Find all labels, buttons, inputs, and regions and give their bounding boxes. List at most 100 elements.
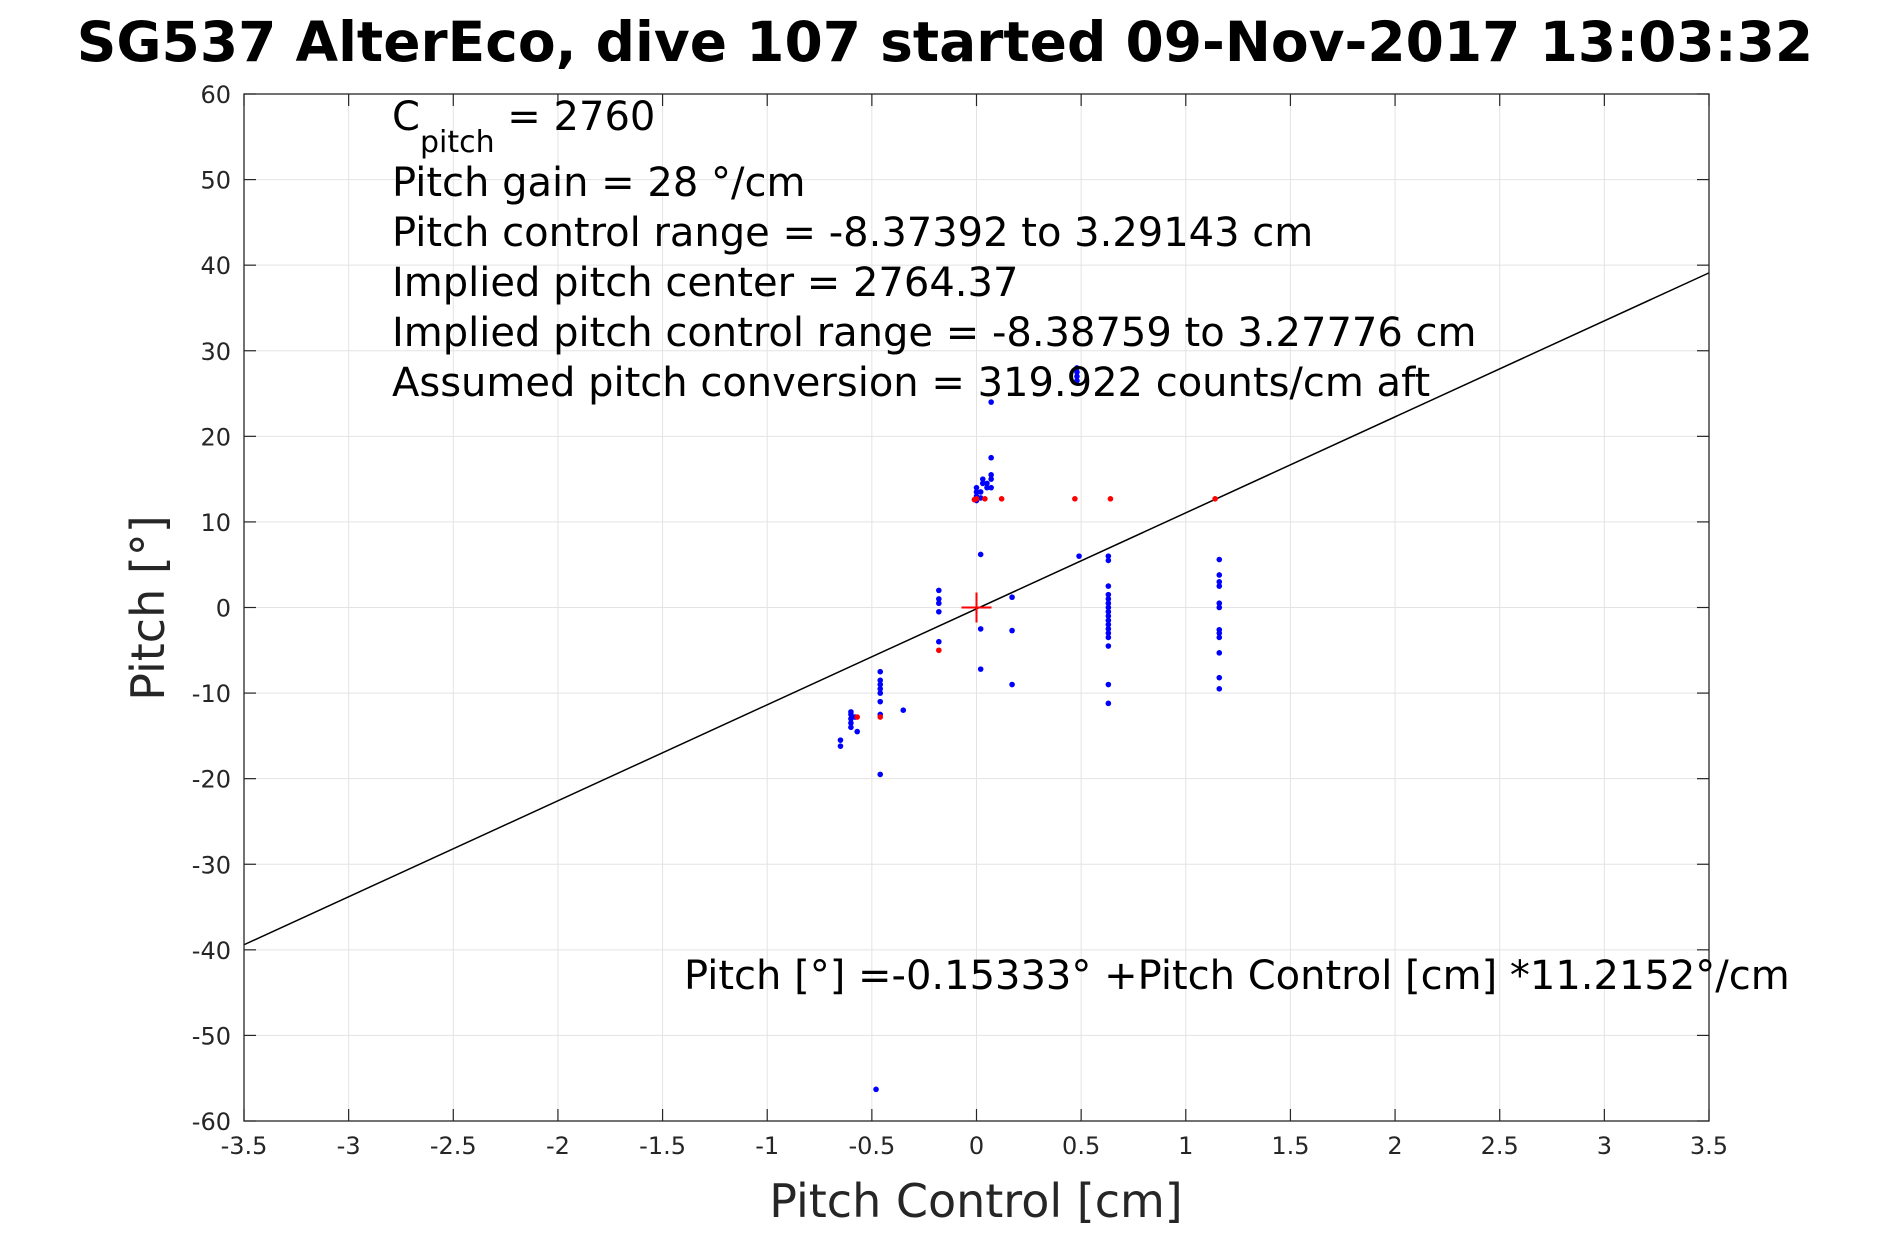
plot-frame — [243, 93, 1710, 1122]
data-point — [988, 476, 994, 482]
data-point — [977, 489, 984, 495]
c-pitch-symbol: C — [392, 94, 420, 140]
data-point — [1074, 377, 1080, 384]
x-tick-label: -1.5 — [639, 1132, 686, 1160]
y-tick-label: 30 — [200, 338, 231, 366]
data-point — [979, 476, 986, 482]
data-point — [1216, 572, 1223, 578]
y-tick-label: 40 — [200, 252, 231, 280]
data-point — [1105, 626, 1112, 632]
data-point — [998, 496, 1005, 502]
data-points — [837, 365, 1223, 1093]
data-point — [837, 737, 844, 743]
y-tick-label: -40 — [192, 937, 231, 965]
data-point — [1216, 604, 1223, 611]
y-tick-label: -20 — [192, 766, 231, 794]
data-point — [1216, 630, 1223, 636]
data-point — [973, 496, 980, 502]
y-tick-label: 20 — [200, 423, 231, 451]
y-tick-label: -50 — [192, 1022, 231, 1050]
data-point — [848, 720, 854, 726]
assumed-pitch-conversion-annotation: Assumed pitch conversion = 319.922 count… — [392, 360, 1430, 406]
data-point — [979, 480, 986, 487]
x-tick-label: 2 — [1387, 1132, 1402, 1160]
data-point — [988, 454, 994, 461]
data-point — [1072, 496, 1078, 502]
x-tick-label: -2 — [546, 1132, 570, 1160]
data-point — [877, 771, 884, 778]
data-point — [848, 709, 854, 715]
data-point — [1105, 617, 1112, 624]
x-tick-label: -0.5 — [848, 1132, 895, 1160]
pitch-gain-annotation: Pitch gain = 28 °/cm — [392, 160, 805, 206]
data-point — [1105, 604, 1112, 611]
data-point — [1216, 650, 1223, 656]
data-point — [1107, 496, 1114, 502]
data-point — [1105, 583, 1112, 589]
data-point — [1105, 643, 1112, 649]
data-point — [977, 626, 984, 632]
x-tick-label: 0.5 — [1062, 1132, 1100, 1160]
data-point — [973, 489, 980, 495]
x-tick-label: 1 — [1178, 1132, 1193, 1160]
data-point — [1074, 373, 1080, 380]
data-point — [936, 596, 942, 602]
data-point — [1105, 613, 1112, 619]
data-point — [1105, 596, 1112, 602]
data-point — [988, 399, 994, 405]
chart-title: SG537 AlterEco, dive 107 started 09-Nov-… — [77, 10, 1813, 74]
data-point — [877, 690, 884, 696]
data-point — [977, 551, 984, 558]
x-tick-label: -1 — [755, 1132, 779, 1160]
data-point — [854, 728, 861, 735]
data-point — [1074, 365, 1080, 371]
data-point — [988, 472, 994, 478]
y-tick-label: 10 — [200, 509, 231, 537]
y-tick-label: 50 — [200, 167, 231, 195]
data-point — [1074, 369, 1080, 375]
x-tick-label: 3 — [1597, 1132, 1612, 1160]
data-point — [877, 681, 884, 688]
x-tick-label: 2.5 — [1481, 1132, 1519, 1160]
data-point — [984, 480, 990, 487]
data-point — [1105, 621, 1112, 628]
data-point — [1105, 553, 1112, 559]
data-point — [877, 698, 884, 705]
data-point — [837, 743, 844, 749]
data-point — [936, 638, 942, 645]
data-point — [1076, 553, 1082, 559]
c-pitch-annotation: Cpitch = 2760 — [392, 94, 655, 160]
data-point — [873, 1086, 879, 1093]
data-point — [1105, 700, 1112, 707]
implied-pitch-center-annotation: Implied pitch center = 2764.37 — [392, 260, 1018, 306]
data-point — [936, 587, 942, 594]
center-marker-layer — [961, 592, 992, 623]
data-point — [936, 647, 942, 654]
data-point — [1212, 496, 1218, 502]
y-tick-label: 60 — [200, 81, 231, 109]
data-point — [1216, 556, 1223, 563]
data-point — [1105, 600, 1112, 607]
x-tick-label: 3.5 — [1690, 1132, 1728, 1160]
data-point — [1105, 608, 1112, 615]
data-point — [936, 600, 942, 607]
data-point — [1216, 579, 1223, 585]
y-tick-label: -30 — [192, 851, 231, 879]
data-point — [936, 608, 942, 615]
data-point — [1105, 557, 1112, 564]
data-point — [900, 707, 907, 713]
y-tick-label: -60 — [192, 1108, 231, 1136]
x-axis-label: Pitch Control [cm] — [769, 1174, 1183, 1228]
data-point — [877, 714, 884, 720]
data-point — [877, 677, 884, 684]
data-point — [1216, 583, 1223, 589]
data-point — [1009, 681, 1015, 688]
pitch-control-range-annotation: Pitch control range = -8.37392 to 3.2914… — [392, 210, 1313, 256]
x-tick-label: 0 — [969, 1132, 984, 1160]
data-point — [977, 495, 984, 501]
data-point — [1105, 591, 1112, 598]
x-tick-label: -3 — [337, 1132, 361, 1160]
y-tick-label: -10 — [192, 680, 231, 708]
data-point — [877, 668, 884, 675]
